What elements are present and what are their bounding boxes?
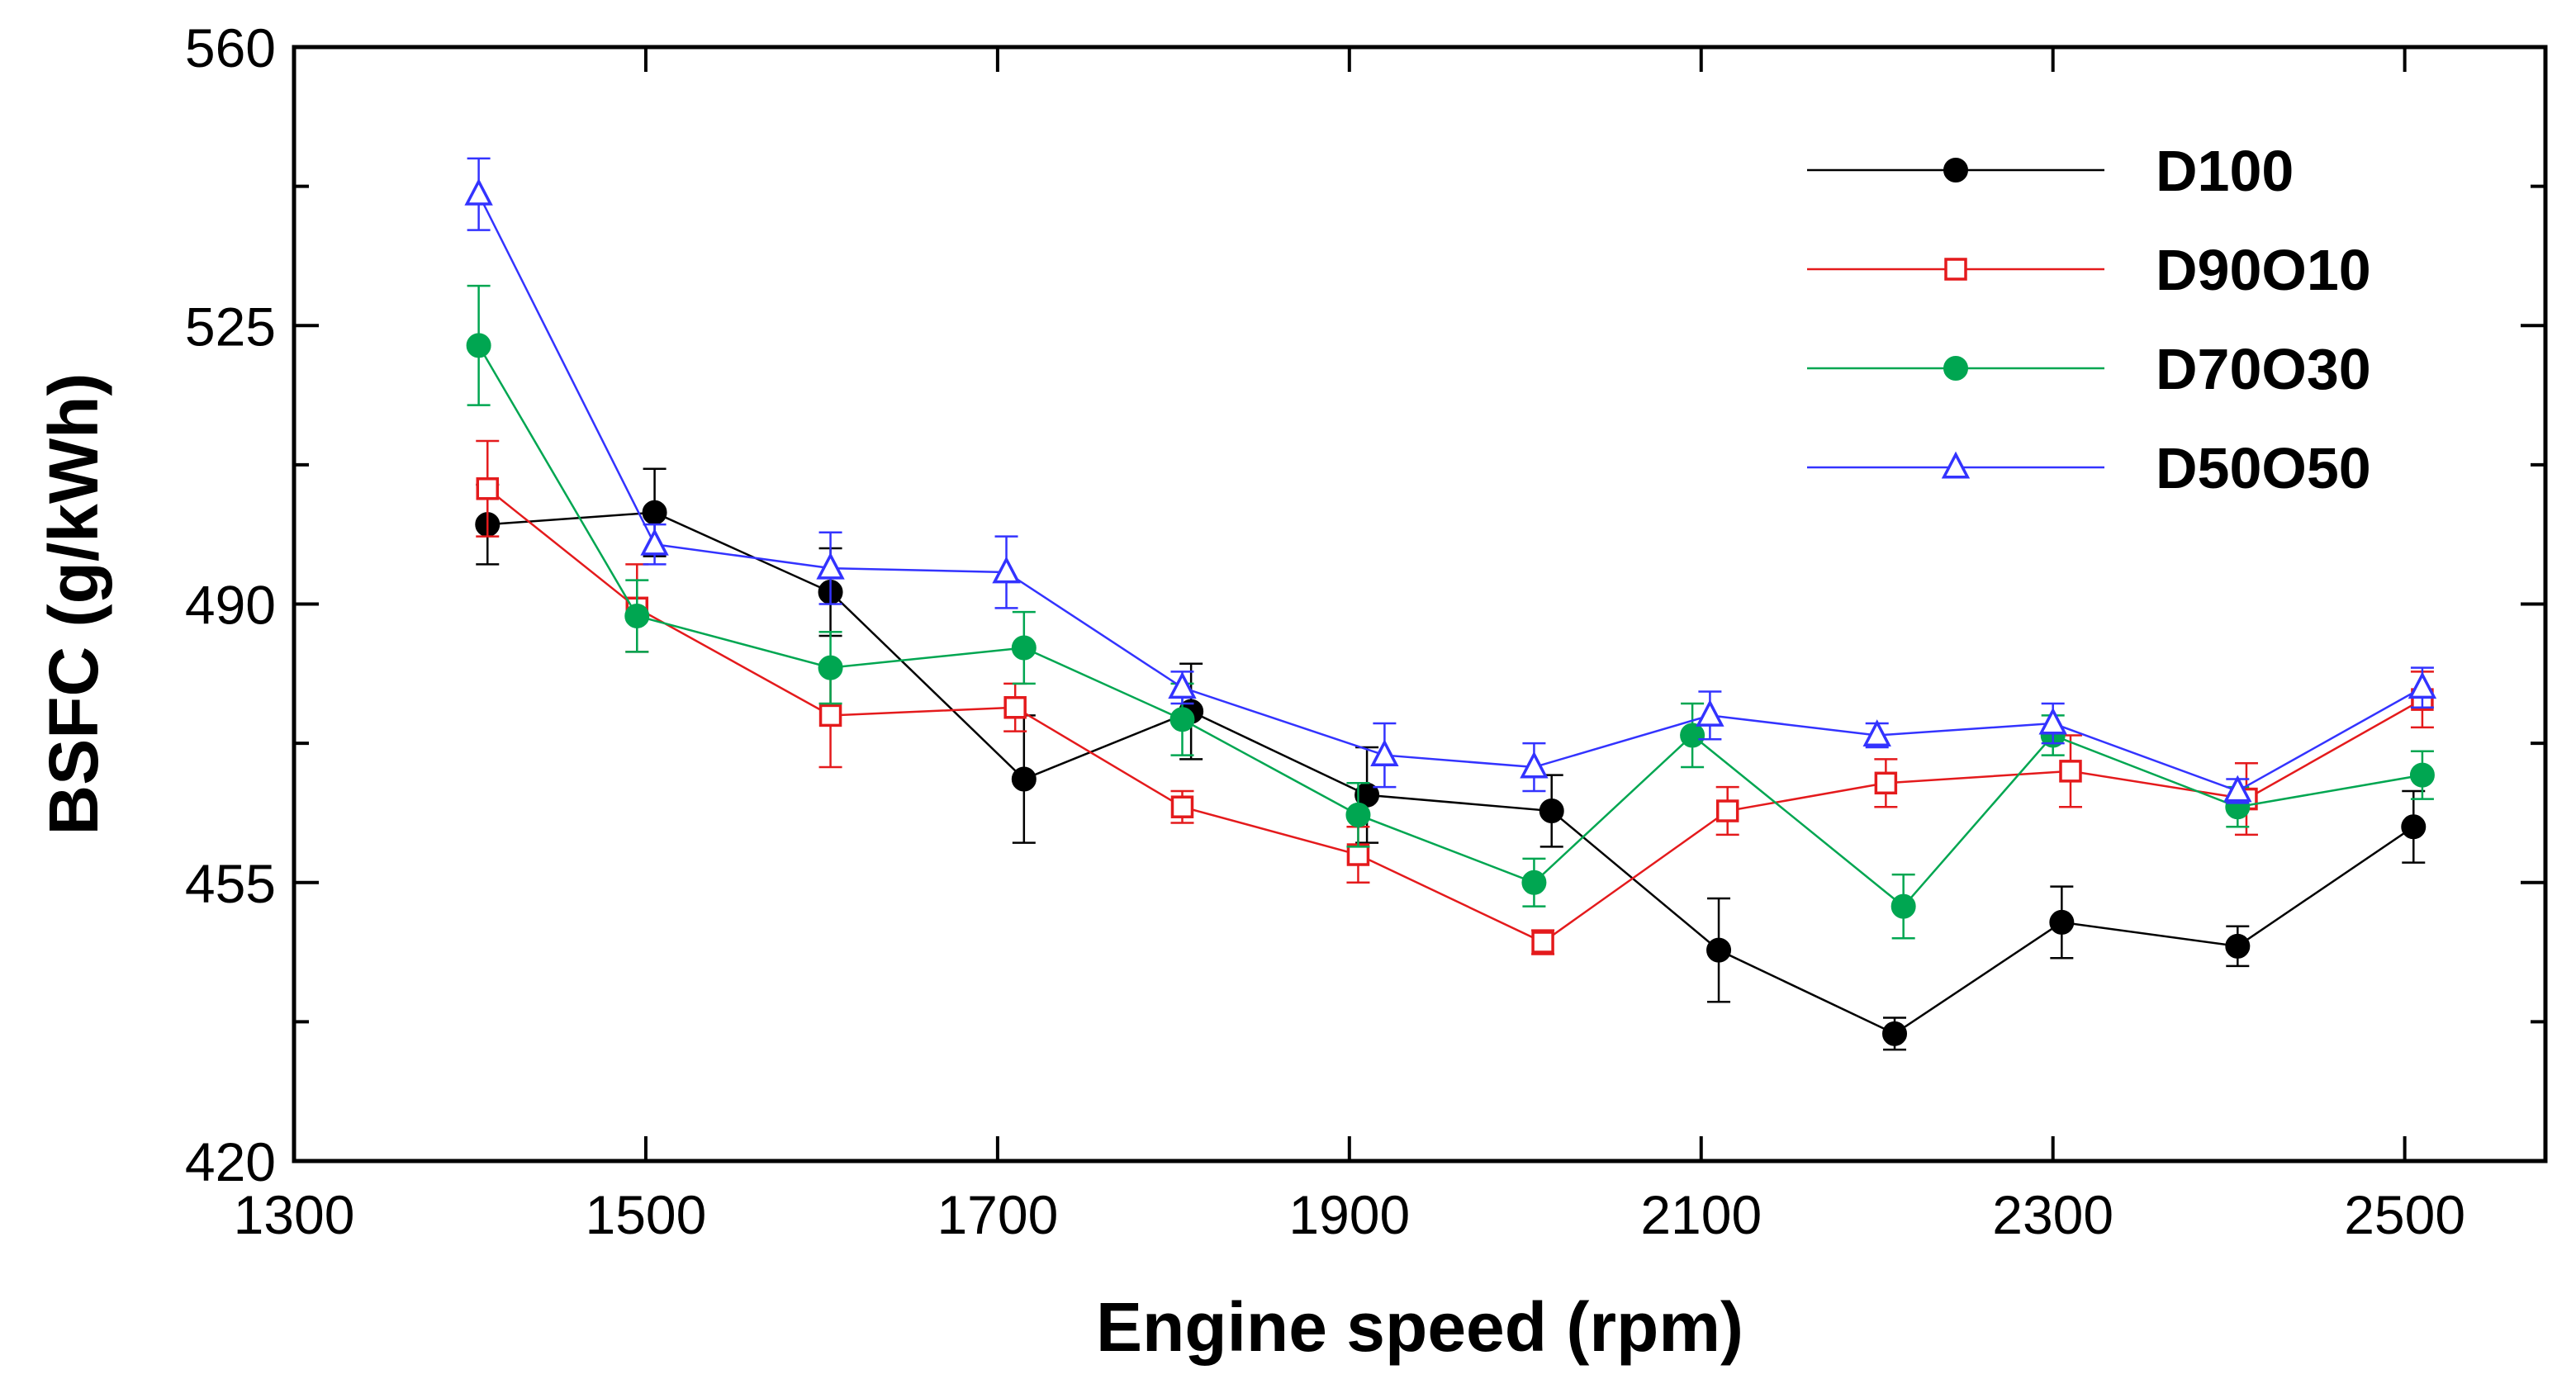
series-D90O10 <box>476 439 2434 955</box>
x-tick-label: 1500 <box>586 1184 707 1245</box>
data-point <box>2409 762 2435 788</box>
x-tick-label: 1900 <box>1288 1184 1410 1245</box>
legend-item: D90O10 <box>1807 238 2371 302</box>
data-point <box>2049 909 2075 935</box>
data-point <box>640 528 669 556</box>
data-point <box>2401 814 2427 840</box>
data-point <box>1890 893 1916 919</box>
data-point <box>1168 671 1197 699</box>
data-point <box>1521 870 1547 895</box>
x-tick-label: 1300 <box>234 1184 355 1245</box>
legend-label: D90O10 <box>2156 238 2371 302</box>
data-point <box>1862 719 1891 746</box>
data-point <box>2038 707 2067 735</box>
data-point <box>1539 799 1564 824</box>
data-point <box>816 552 845 580</box>
data-point <box>1715 799 1739 822</box>
legend-marker <box>1941 451 1971 479</box>
x-tick-label: 2500 <box>2344 1184 2465 1245</box>
data-point <box>2408 671 2437 699</box>
legend-item: D50O50 <box>1807 436 2371 500</box>
data-point <box>1003 696 1027 719</box>
data-point <box>1170 795 1194 818</box>
series-D70O30 <box>466 284 2435 940</box>
series-line <box>487 511 2414 1035</box>
data-point <box>1680 723 1705 748</box>
legend-marker <box>1943 356 1968 381</box>
legend-marker <box>1944 258 1967 281</box>
data-point <box>1011 635 1037 661</box>
series-line <box>477 193 2423 793</box>
data-point <box>1345 802 1371 827</box>
legend-label: D100 <box>2156 139 2294 203</box>
data-point <box>992 556 1021 584</box>
y-tick-label: 455 <box>185 853 276 914</box>
legend-marker <box>1943 158 1968 182</box>
data-point <box>1874 771 1898 795</box>
data-point <box>1370 739 1399 767</box>
data-point <box>2225 933 2251 959</box>
data-point <box>818 704 842 727</box>
x-tick-label: 1700 <box>937 1184 1058 1245</box>
data-point <box>1169 707 1195 732</box>
legend-item: D70O30 <box>1807 337 2371 401</box>
data-point <box>1520 751 1549 779</box>
data-point <box>464 178 493 206</box>
data-point <box>642 500 667 525</box>
y-axis-title: BSFC (g/kWh) <box>35 373 112 836</box>
data-point <box>2223 775 2252 803</box>
legend: D100 D90O10 D70O30 D50O50 <box>1807 139 2371 500</box>
data-point <box>1706 937 1732 963</box>
data-point <box>466 333 491 358</box>
series-D50O50 <box>464 157 2437 804</box>
y-tick-label: 525 <box>185 296 276 357</box>
legend-label: D70O30 <box>2156 337 2371 401</box>
x-tick-label: 2300 <box>1992 1184 2113 1245</box>
series-line <box>486 487 2423 944</box>
data-point <box>1696 699 1724 727</box>
data-point <box>624 603 650 628</box>
y-tick-label: 560 <box>185 17 276 78</box>
series-D100 <box>475 467 2427 1051</box>
data-point <box>1531 931 1554 954</box>
data-point <box>1882 1021 1908 1046</box>
legend-item: D100 <box>1807 139 2294 203</box>
y-tick-label: 490 <box>185 575 276 636</box>
legend-label: D50O50 <box>2156 436 2371 500</box>
series-line <box>477 344 2423 908</box>
y-tick-label: 420 <box>185 1131 276 1192</box>
data-point <box>476 477 500 500</box>
x-axis-title: Engine speed (rpm) <box>1096 1288 1743 1366</box>
x-tick-label: 2100 <box>1640 1184 1762 1245</box>
data-point <box>2059 760 2082 783</box>
data-point <box>818 655 843 680</box>
series-layer <box>464 157 2437 1051</box>
axis-layer: 1300 1500 1700 1900 2100 2300 2500 420 455 490 525… <box>185 17 2545 1245</box>
data-point <box>1011 766 1037 792</box>
